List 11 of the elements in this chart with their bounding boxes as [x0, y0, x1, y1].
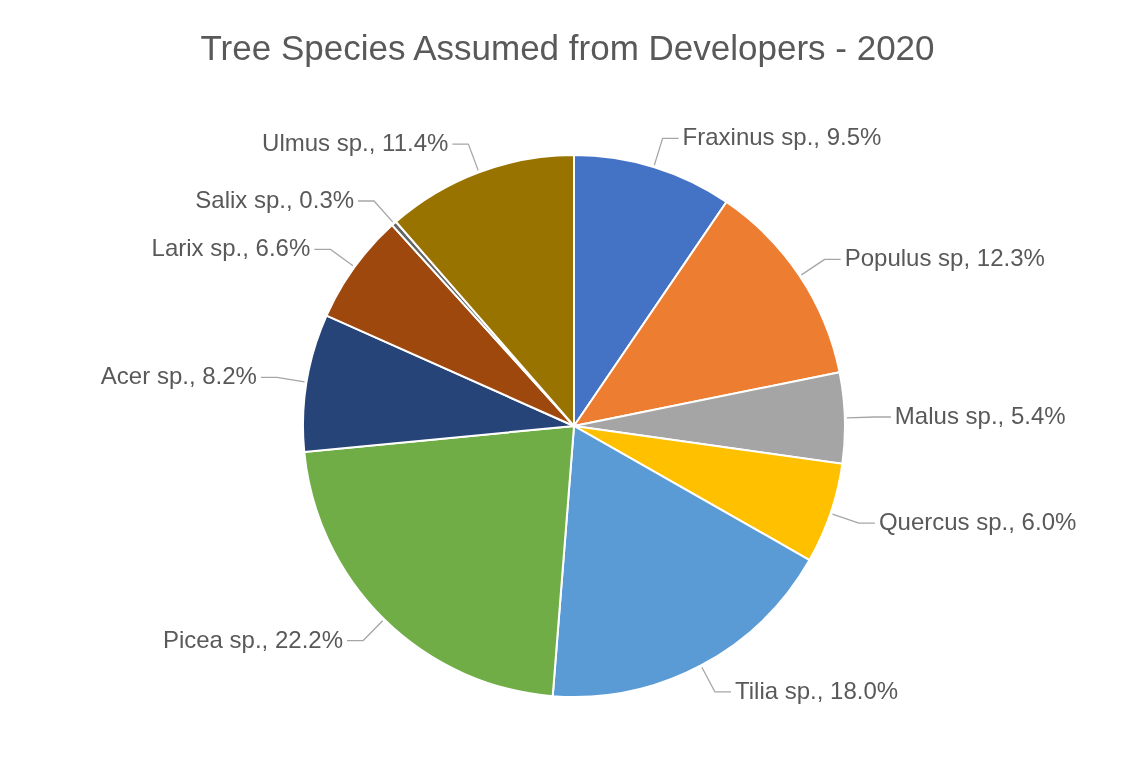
slice-label: Picea sp., 22.2% — [162, 625, 344, 653]
chart-title: Tree Species Assumed from Developers - 2020 — [200, 28, 935, 67]
slice-label: Malus sp., 5.4% — [894, 402, 1066, 430]
slice-label: Quercus sp., 6.0% — [878, 508, 1077, 536]
slice-label: Ulmus sp., 11.4% — [262, 129, 449, 157]
slice-label: Larix sp., 6.6% — [151, 234, 311, 262]
slice-label: Populus sp, 12.3% — [844, 244, 1045, 272]
slice-label: Acer sp., 8.2% — [100, 362, 257, 390]
slice-label: Tilia sp., 18.0% — [734, 676, 899, 704]
slice-label: Fraxinus sp., 9.5% — [682, 123, 882, 151]
slice-label: Salix sp., 0.3% — [195, 185, 355, 213]
